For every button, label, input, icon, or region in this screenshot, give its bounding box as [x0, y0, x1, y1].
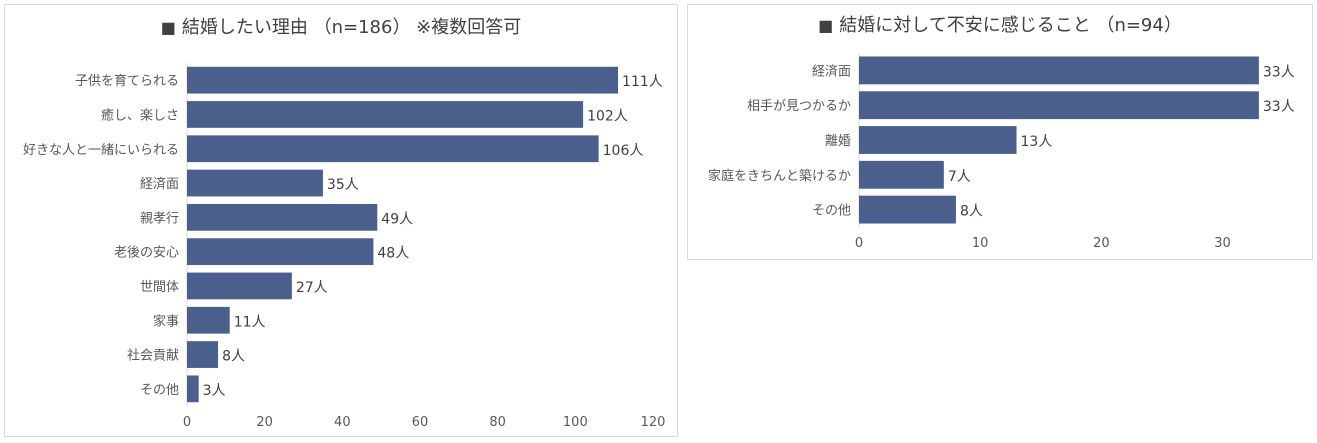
- category-label: 家庭をきちんと築けるか: [708, 168, 851, 184]
- data-label: 48人: [377, 246, 409, 262]
- data-label: 35人: [327, 177, 359, 193]
- bar: [187, 203, 378, 231]
- x-tick-label: 40: [334, 415, 351, 430]
- data-label: 33人: [1263, 99, 1295, 115]
- bar: [187, 272, 292, 300]
- title-square-icon: ■: [818, 16, 834, 35]
- x-tick-label: 0: [183, 415, 191, 430]
- bar: [187, 306, 230, 334]
- x-tick-label: 120: [641, 415, 666, 430]
- bar: [859, 56, 1259, 85]
- bar: [187, 101, 584, 128]
- x-tick-label: 80: [489, 415, 506, 430]
- data-label: 49人: [381, 211, 413, 227]
- data-label: 102人: [587, 108, 628, 124]
- category-label: 相手が見つかるか: [747, 99, 851, 114]
- bar: [859, 160, 944, 189]
- bar: [187, 135, 599, 163]
- bar: [187, 375, 199, 403]
- title-square-icon: ■: [160, 18, 176, 37]
- category-label: 社会貢献: [127, 348, 179, 364]
- category-label: その他: [812, 204, 851, 219]
- x-tick-label: 20: [256, 415, 273, 430]
- data-label: 111人: [622, 74, 663, 90]
- category-label: その他: [140, 383, 179, 398]
- bar: [859, 91, 1259, 120]
- data-label: 8人: [222, 349, 245, 365]
- x-tick-label: 20: [1093, 236, 1110, 251]
- chart-title: ■ 結婚したい理由 （n=186） ※複数回答可: [5, 13, 677, 39]
- category-label: 好きな人と一緒にいられる: [23, 143, 179, 158]
- category-label: 経済面: [140, 176, 179, 192]
- category-label: 離婚: [825, 134, 851, 149]
- chart-title-text: 結婚したい理由 （n=186） ※複数回答可: [181, 17, 522, 38]
- chart-title: ■ 結婚に対して不安に感じること （n=94）: [688, 11, 1312, 37]
- bar: [187, 66, 619, 94]
- data-label: 8人: [960, 204, 983, 220]
- x-tick-label: 10: [972, 236, 989, 251]
- bar: [859, 126, 1017, 154]
- category-label: 経済面: [812, 63, 851, 79]
- chart-panel-marriage-anxieties: ■ 結婚に対して不安に感じること （n=94） 経済面 33人 相手が見つかるか 33人…: [687, 4, 1313, 260]
- category-label: 癒し、楽しさ: [101, 107, 179, 123]
- data-label: 7人: [948, 169, 971, 185]
- category-label: 家事: [153, 313, 179, 329]
- x-tick-label: 60: [412, 415, 429, 430]
- category-label: 子供を育てられる: [75, 73, 179, 89]
- data-label: 27人: [296, 280, 328, 296]
- bar: [187, 341, 219, 368]
- data-label: 33人: [1263, 64, 1295, 80]
- bar: [187, 169, 323, 197]
- x-tick-label: 30: [1214, 236, 1231, 251]
- data-label: 11人: [234, 314, 266, 330]
- data-label: 3人: [203, 383, 226, 399]
- chart-title-text: 結婚に対して不安に感じること （n=94）: [839, 15, 1182, 36]
- category-label: 世間体: [140, 280, 179, 295]
- bar: [187, 238, 374, 266]
- bar: [859, 195, 956, 224]
- x-tick-label: 100: [563, 415, 588, 430]
- data-label: 106人: [603, 143, 644, 159]
- data-label: 13人: [1021, 134, 1053, 150]
- category-label: 老後の安心: [114, 246, 179, 261]
- x-tick-label: 0: [855, 236, 863, 251]
- category-label: 親孝行: [140, 211, 179, 226]
- chart-panel-marriage-reasons: ■ 結婚したい理由 （n=186） ※複数回答可 子供を育てられる 111人癒し、楽…: [4, 4, 678, 437]
